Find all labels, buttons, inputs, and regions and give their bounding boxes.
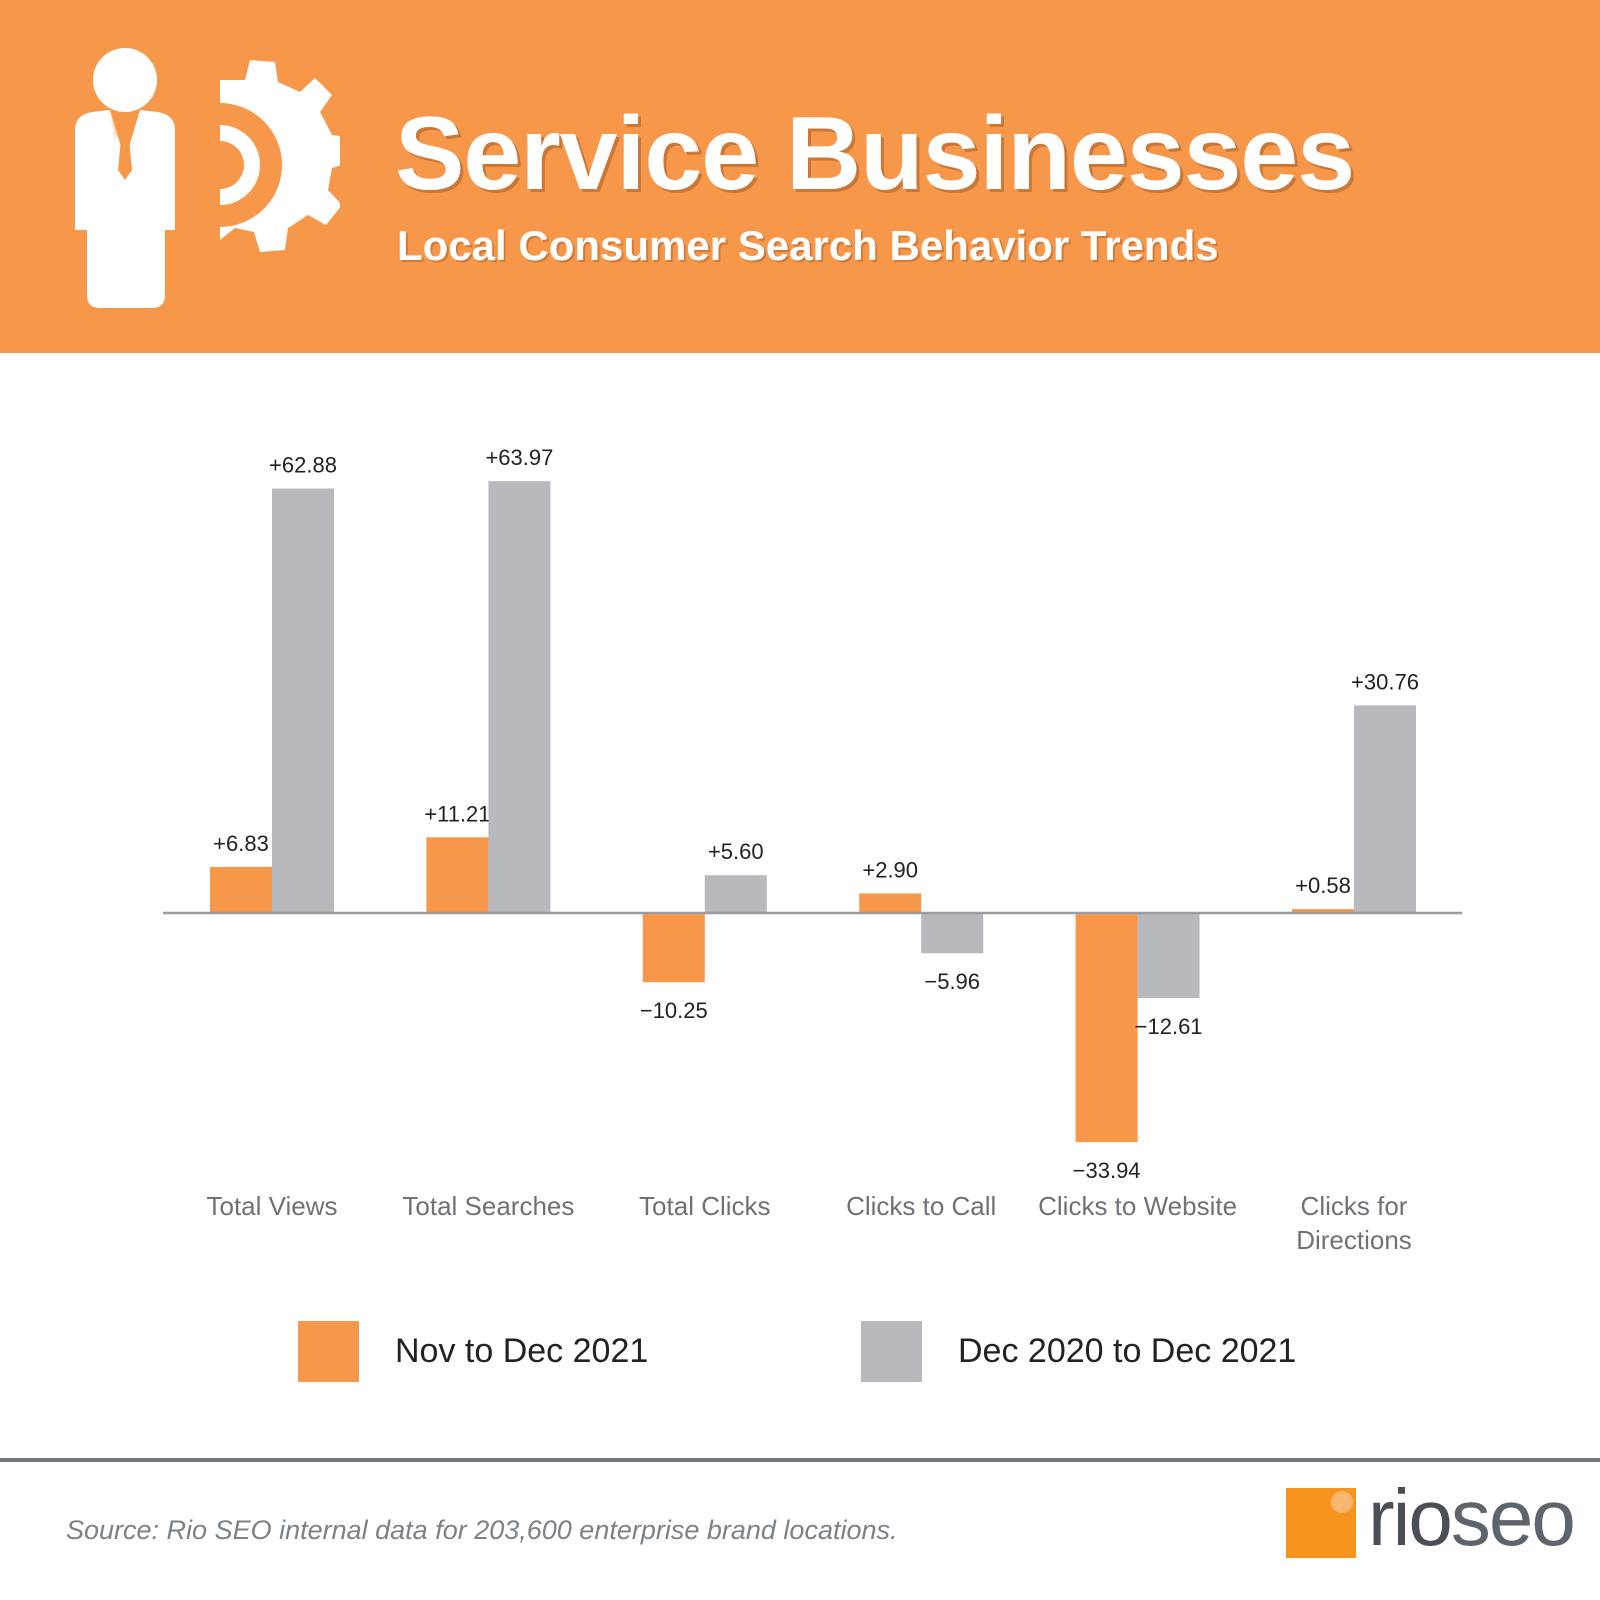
bar-year-over-year [704,875,767,913]
bar-year-over-year [921,913,984,954]
legend-label: Nov to Dec 2021 [395,1331,649,1370]
bar-nov-dec [210,866,272,913]
legend-swatch-orange [298,1320,359,1382]
data-label: +11.21 [424,801,490,826]
bar-nov-dec [642,913,705,983]
category-label: Clicks to Website [1038,1191,1237,1221]
source-note: Source: Rio SEO internal data for 203,60… [66,1515,898,1545]
category-label: Total Views [206,1191,337,1221]
bar-nov-dec [859,893,922,913]
category-label: Clicks to Call [846,1191,996,1221]
bar-nov-dec [1075,913,1138,1143]
data-label: +63.97 [485,445,553,470]
footer-divider [0,1458,1600,1462]
data-label: −33.94 [1073,1158,1141,1183]
bar-chart: +6.83 +62.88 Total Views +11.21 +63.97 Total … [163,445,1462,1255]
legend-swatch-gray [861,1320,922,1382]
chart-legend: Nov to Dec 2021 Dec 2020 to Dec 2021 [0,1320,1600,1400]
legend-item-nov-dec: Nov to Dec 2021 [298,1320,648,1382]
category-label: Clicks for [1301,1191,1408,1221]
data-label: −10.25 [640,998,708,1023]
logo-wordmark: rioseo [1368,1472,1576,1564]
data-label: −12.61 [1135,1014,1203,1039]
page-title: Service Businesses [395,96,1355,212]
header-banner: Service Businesses Local Consumer Search… [0,0,1600,353]
category-label: Total Clicks [639,1191,770,1221]
category-label: Directions [1296,1225,1412,1255]
businessman-gear-icon [75,48,340,308]
data-label: +5.60 [708,839,764,864]
logo-text-seo: seo [1450,1473,1576,1562]
data-label: +62.88 [269,453,337,478]
bar-year-over-year [1354,705,1416,913]
category-label: Total Searches [402,1191,574,1221]
data-label: +2.90 [862,857,918,882]
bar-year-over-year [488,481,551,913]
bar-year-over-year [1137,913,1200,999]
legend-item-year-over-year: Dec 2020 to Dec 2021 [861,1320,1296,1382]
data-label: −5.96 [924,969,980,994]
data-label: +6.83 [213,831,269,856]
logo-text-rio: rio [1368,1473,1453,1562]
legend-label: Dec 2020 to Dec 2021 [958,1331,1297,1370]
rioseo-logo: rioseo [1286,1473,1586,1566]
bar-nov-dec [1292,909,1354,913]
bar-year-over-year [272,488,334,913]
bar-nov-dec [426,837,489,913]
data-label: +30.76 [1351,669,1419,694]
data-label: +0.58 [1295,873,1351,898]
rioseo-logo-mark-icon [1286,1488,1356,1558]
page-subtitle: Local Consumer Search Behavior Trends [397,222,1219,269]
